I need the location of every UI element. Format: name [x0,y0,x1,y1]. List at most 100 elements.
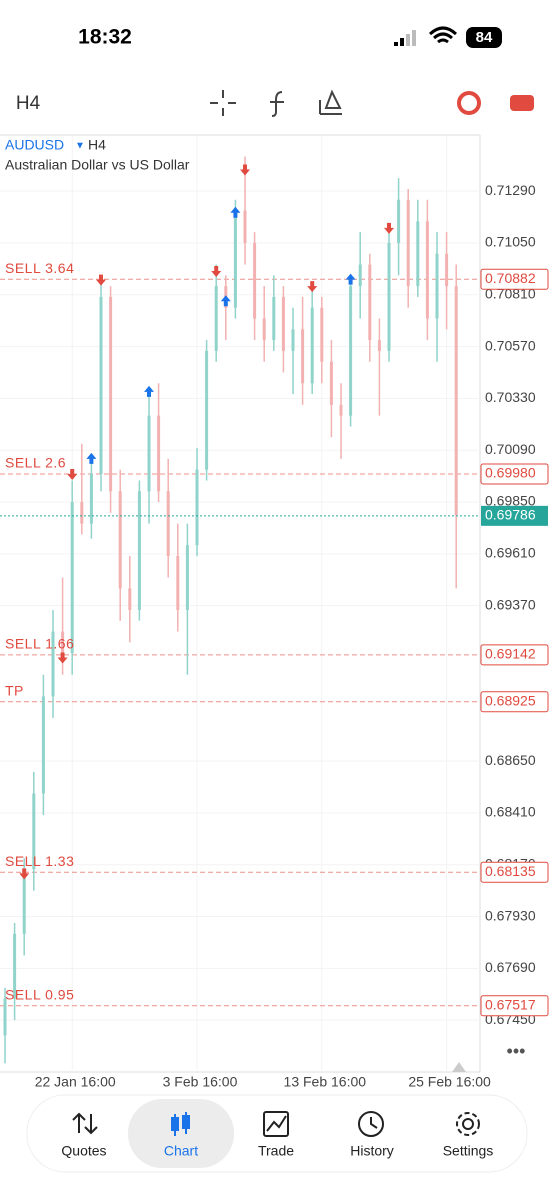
candle-body [339,404,343,416]
order-label: SELL 0.95 [5,986,74,1002]
scroll-indicator [452,1062,466,1072]
trade-arrow [57,652,68,664]
order-price-box [480,463,549,485]
candle-body [358,264,362,287]
x-tick-label: 22 Jan 16:00 [35,1074,116,1090]
y-tick-label: 0.69850 [485,493,536,509]
candle-body [205,350,209,470]
x-tick-label: 3 Feb 16:00 [163,1074,238,1090]
current-price: 0.69786 [485,507,536,523]
candle-body [272,296,276,341]
nav-item[interactable]: Trade [258,1143,294,1159]
candle-body [99,296,103,474]
trade-arrow [240,164,250,176]
y-tick-label: 0.71050 [485,234,536,250]
candle-body [13,933,17,999]
candle-body [32,793,36,870]
trade-arrow [96,274,106,286]
nav-item[interactable]: History [350,1143,394,1159]
candle-body [185,545,189,610]
order-price-box [480,268,549,290]
more-button[interactable]: ••• [507,1041,526,1061]
trade-arrow [144,385,154,397]
candle-body [109,296,113,492]
candle-body [195,469,199,546]
order-price: 0.68135 [485,863,536,879]
trade-arrow [345,273,356,285]
symbol[interactable]: AUDUSD [5,137,64,153]
candle-body [377,340,381,351]
order-price-box [480,691,549,713]
order-price: 0.67517 [485,996,536,1012]
candle-body [166,491,170,557]
candle-body [3,998,7,1036]
candle-body [80,502,84,524]
trade-arrow [220,295,231,307]
y-tick-label: 0.69610 [485,545,536,561]
nav-item[interactable]: Quotes [61,1143,106,1159]
candle-body [176,556,180,610]
y-tick-label: 0.67690 [485,959,536,975]
candle-body [243,210,247,243]
nav-active [128,1099,234,1168]
nav-icons [72,1111,480,1137]
order-label: TP [5,682,24,698]
symbol-dropdown[interactable]: ▼ [75,141,85,152]
candle-body [406,199,410,287]
y-tick-label: 0.67930 [485,907,536,923]
candle-body [118,491,122,589]
candle-body [291,329,295,351]
chart-timeframe: H4 [88,137,106,153]
nav-bar [26,1094,528,1173]
y-tick-label: 0.70090 [485,441,536,457]
order-label: SELL 2.6 [5,455,66,471]
order-price: 0.69142 [485,646,536,662]
order-price: 0.68925 [485,692,536,708]
trade-arrow [86,452,97,464]
candle-body [445,253,449,287]
y-tick-label: 0.69370 [485,596,536,612]
current-price-box [481,505,548,526]
candle-body [253,242,257,319]
trade-arrow [384,222,394,234]
candle-body [310,307,314,384]
candle-body [281,296,285,351]
y-tick-label: 0.71290 [485,182,536,198]
candle-body [262,318,266,341]
y-tick-label: 0.68410 [485,804,536,820]
candle-body [70,502,74,654]
candle-body [387,242,391,351]
nav-item[interactable]: Chart [164,1143,198,1159]
trade-arrow [19,868,30,880]
x-tick-label: 13 Feb 16:00 [284,1074,367,1090]
battery-level: 84 [476,29,493,46]
candle-body [89,473,93,524]
candle-body [368,264,372,341]
candle-body [435,253,439,319]
symbol-description: Australian Dollar vs US Dollar [5,157,190,173]
nav-item[interactable]: Settings [443,1143,494,1159]
toolbar-icons[interactable] [210,89,534,117]
candle-body [137,491,141,610]
y-tick-label: 0.70330 [485,389,536,405]
trade-arrow [307,281,318,293]
timeframe-button[interactable]: H4 [16,93,41,114]
order-price-box [480,995,549,1017]
candle-body [329,361,333,405]
candle-body [320,307,324,362]
order-label: SELL 1.33 [5,853,74,869]
candle-body [128,588,132,610]
candle-body [397,199,401,243]
plot [0,135,480,1072]
candle-body [349,286,353,416]
status-icons [394,26,502,48]
order-price: 0.70882 [485,270,536,286]
candle-body [61,631,65,654]
candle-body [41,696,45,794]
candle-body [147,415,151,492]
y-tick-label: 0.70570 [485,337,536,353]
candle-body [416,221,420,287]
candle-body [157,415,161,492]
candle-body [425,221,429,319]
